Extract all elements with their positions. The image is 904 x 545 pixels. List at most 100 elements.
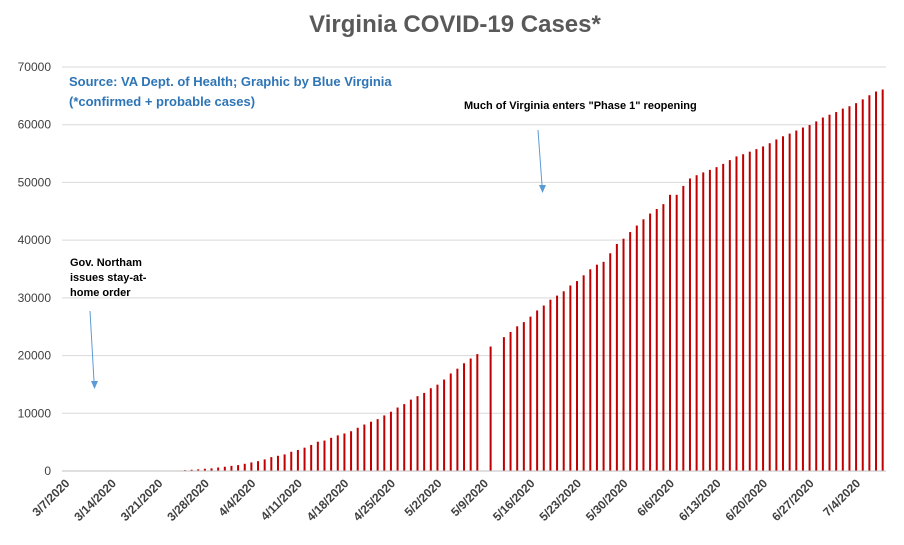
bar <box>695 175 698 472</box>
x-tick-label: 3/14/2020 <box>71 476 119 524</box>
bar <box>576 281 578 471</box>
bar <box>456 368 459 471</box>
bar <box>722 163 725 471</box>
bar <box>423 392 426 471</box>
bar <box>589 269 592 471</box>
annotation-arrowhead-phase1 <box>539 185 546 193</box>
bar <box>409 399 412 471</box>
bar <box>556 295 559 471</box>
x-tick-label: 5/23/2020 <box>536 476 584 524</box>
bar <box>595 264 598 471</box>
bar <box>562 291 565 471</box>
bar <box>828 114 831 472</box>
bar <box>669 194 672 471</box>
annotation-arrow-phase1 <box>537 129 543 186</box>
bar <box>622 238 625 471</box>
bar <box>250 462 253 471</box>
bar <box>629 232 632 471</box>
bar <box>489 346 492 471</box>
bar <box>469 358 472 471</box>
bar <box>396 407 399 471</box>
bar <box>675 194 678 471</box>
bar <box>582 275 585 471</box>
bar <box>310 444 313 471</box>
bar <box>615 243 618 471</box>
y-tick-label: 20000 <box>18 349 52 363</box>
bar <box>403 404 406 471</box>
x-tick-label: 5/2/2020 <box>402 476 445 519</box>
bar <box>735 156 738 471</box>
bar <box>376 419 379 471</box>
bar <box>775 139 778 471</box>
bar <box>868 95 871 471</box>
bar <box>848 106 851 472</box>
bar <box>429 388 432 471</box>
annotation-arrow-stay-at-home <box>89 310 95 382</box>
x-tick-label: 4/25/2020 <box>350 476 398 524</box>
bar <box>841 108 844 472</box>
bar <box>350 431 353 471</box>
bar <box>290 451 293 471</box>
bar <box>801 127 804 472</box>
x-tick-label: 5/9/2020 <box>448 476 491 519</box>
bar <box>237 465 240 471</box>
bar <box>502 337 505 471</box>
bar <box>476 354 479 471</box>
bar <box>602 261 605 471</box>
bar <box>217 467 220 471</box>
bar <box>383 415 386 471</box>
bar <box>728 160 731 471</box>
bar <box>190 469 193 471</box>
bar <box>835 112 838 471</box>
bar <box>536 310 539 471</box>
bar <box>316 441 319 471</box>
bar <box>436 384 439 471</box>
bar <box>270 457 273 471</box>
bar <box>370 421 372 471</box>
bar <box>755 149 758 471</box>
annotation-phase1: Much of Virginia enters "Phase 1" reopen… <box>464 100 697 112</box>
bar <box>609 253 612 471</box>
bar <box>389 411 392 471</box>
annotation-stay-at-home-line-2: issues stay-at- <box>70 272 147 284</box>
bar <box>875 91 878 472</box>
bar <box>549 299 552 471</box>
bar <box>463 363 466 471</box>
bar <box>569 285 572 471</box>
bar <box>649 213 652 471</box>
bar <box>542 305 545 471</box>
bar <box>416 396 419 471</box>
bar <box>363 424 366 471</box>
x-tick-label: 4/18/2020 <box>304 476 352 524</box>
bars <box>183 89 884 472</box>
bar <box>529 316 532 471</box>
bar <box>203 468 206 471</box>
bar <box>642 219 645 471</box>
bar <box>855 103 858 472</box>
gridlines <box>62 66 886 414</box>
bar <box>257 461 260 471</box>
x-tick-label: 4/4/2020 <box>216 476 259 519</box>
bar <box>715 167 718 471</box>
bar <box>276 455 279 471</box>
y-tick-label: 50000 <box>18 175 52 189</box>
bar <box>688 178 691 471</box>
annotation-arrowhead-stay-at-home <box>91 381 98 389</box>
bar <box>748 151 751 472</box>
bar <box>881 89 884 471</box>
bar <box>682 185 685 471</box>
y-tick-label: 70000 <box>18 60 52 74</box>
x-tick-label: 6/20/2020 <box>723 476 771 524</box>
x-tick-label: 6/6/2020 <box>634 476 677 519</box>
x-tick-label: 3/28/2020 <box>164 476 212 524</box>
bar <box>303 447 306 471</box>
bar <box>323 440 326 471</box>
y-axis-ticks: 0 10000 20000 30000 40000 50000 60000 70000 <box>18 60 52 478</box>
bar <box>788 133 791 471</box>
bar <box>356 427 359 471</box>
annotation-stay-at-home-line-1: Gov. Northam <box>70 257 142 269</box>
bar <box>443 379 446 471</box>
bar <box>635 225 638 471</box>
bar <box>662 204 665 471</box>
